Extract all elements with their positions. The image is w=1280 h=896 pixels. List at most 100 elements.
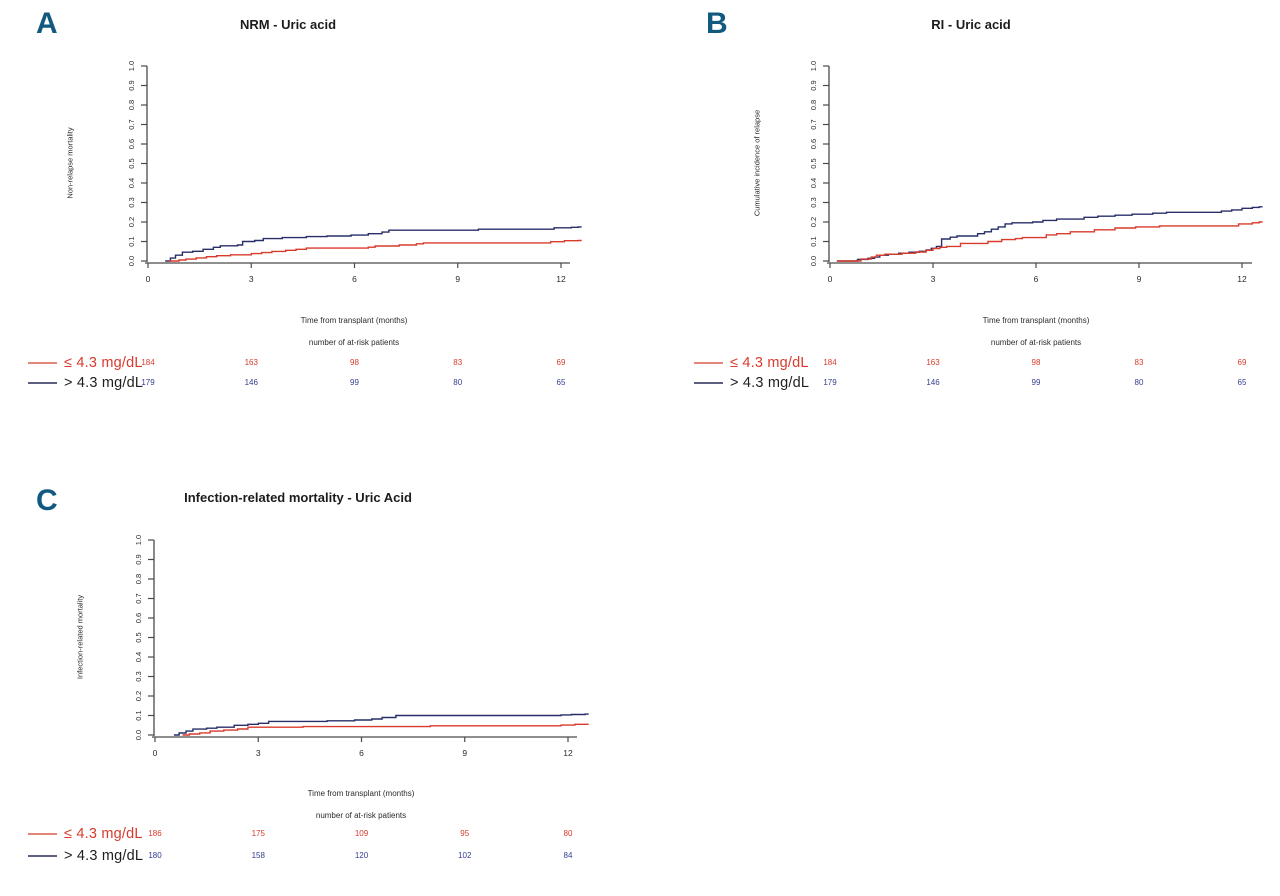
panel-a-plot: 0 3 6 9 12 0.0 0.1 0.2 0.3 0.4 0.5 0.6 0.7 0.8 0.9 1.0 [127,61,582,284]
panel-c-legend-low-group: ≤ 4.3 mg/dL [28,826,143,842]
at-risk-count: 184 [141,358,155,367]
at-risk-count: 99 [1031,378,1041,387]
y-tick-label: 0.4 [134,652,143,662]
at-risk-count: 80 [453,378,463,387]
y-tick-label: 0.0 [809,256,818,266]
panel-b-letter: B [706,7,728,40]
at-risk-count: 69 [556,358,566,367]
y-tick-label: 1.0 [809,61,818,71]
panel-b-y-axis-label: Cumulative incidence of relapse [752,109,762,217]
legend-line-red [28,362,57,364]
y-tick-label: 1.0 [134,535,143,545]
x-tick-label: 3 [931,274,936,284]
panel-b-at-risk-caption: number of at-risk patients [990,338,1082,347]
y-tick-label: 0.8 [134,574,143,584]
panel-a-at-risk-row-high: 179 146 99 80 65 [141,378,565,388]
x-tick-label: 9 [462,748,467,758]
at-risk-count: 158 [251,851,265,860]
panel-c-x-axis-label: Time from transplant (months) [307,789,415,798]
legend-label-high: > 4.3 mg/dL [64,375,144,391]
at-risk-count: 180 [148,851,162,860]
y-tick-label: 0.5 [134,632,143,642]
y-tick-label: 0.4 [809,178,818,188]
panel-c-y-axis-label: Infection-related mortality [75,594,85,680]
x-tick-label: 12 [563,748,573,758]
y-tick-label: 0.3 [134,671,143,681]
at-risk-count: 98 [350,358,359,367]
legend-label-low: ≤ 4.3 mg/dL [64,355,143,371]
at-risk-count: 186 [148,829,162,838]
at-risk-count: 120 [354,851,369,860]
panel-a-letter: A [36,7,58,40]
y-tick-label: 0.7 [809,119,818,129]
legend-line-red [28,833,57,835]
y-tick-label: 0.2 [134,691,143,701]
panel-b-at-risk-row-low: 184 163 98 83 69 [823,358,1246,368]
curve-high-uric [165,226,582,262]
legend-line-red [694,362,723,364]
panel-a-at-risk-row-low: 184 163 98 83 69 [141,358,565,368]
panel-a-legend-high-group: > 4.3 mg/dL [28,375,143,391]
legend-label-low: ≤ 4.3 mg/dL [730,355,809,371]
y-tick-label: 0.5 [127,158,136,168]
panel-b-legend-low-group: ≤ 4.3 mg/dL [694,355,809,371]
y-tick-label: 0.6 [809,139,818,149]
panel-a-x-axis-label: Time from transplant (months) [300,316,408,325]
curve-high-uric [173,713,589,736]
panel-b-title: RI - Uric acid [931,17,1011,32]
y-tick-label: 0.6 [134,613,143,623]
legend-label-high: > 4.3 mg/dL [64,848,144,864]
at-risk-count: 179 [141,378,155,387]
at-risk-count: 84 [563,851,573,860]
at-risk-count: 184 [823,358,837,367]
panel-c-plot: 0 3 6 9 12 0.0 0.1 0.2 0.3 0.4 0.5 0.6 0.7 0.8 0.9 1.0 [134,535,589,758]
at-risk-count: 80 [563,829,573,838]
y-tick-label: 0.1 [127,236,136,246]
panel-a-y-axis-label: Non-relapse mortality [65,127,75,199]
legend-line-navy [694,382,723,384]
panel-c-title: Infection-related mortality - Uric Acid [184,490,412,505]
panel-b-at-risk-row-high: 179 146 99 80 65 [823,378,1246,388]
at-risk-count: 95 [460,829,470,838]
curve-low-uric [168,239,582,262]
panel-b-x-axis-label: Time from transplant (months) [982,316,1090,325]
panel-b-legend-high-group: > 4.3 mg/dL [694,375,809,391]
y-tick-label: 0.6 [127,139,136,149]
at-risk-count: 80 [1134,378,1144,387]
legend-line-navy [28,855,57,857]
y-tick-label: 0.0 [127,256,136,266]
y-tick-label: 0.9 [134,554,143,564]
at-risk-count: 83 [1134,358,1144,367]
at-risk-count: 179 [823,378,837,387]
legend-label-high: > 4.3 mg/dL [730,375,810,391]
y-tick-label: 0.8 [809,100,818,110]
y-tick-label: 0.7 [134,593,143,603]
x-tick-label: 12 [556,274,566,284]
x-tick-label: 12 [1237,274,1247,284]
x-tick-label: 6 [359,748,364,758]
panel-a-at-risk-caption: number of at-risk patients [308,338,400,347]
x-tick-label: 0 [828,274,833,284]
at-risk-count: 98 [1031,358,1041,367]
panel-a-legend-low-group: ≤ 4.3 mg/dL [28,355,143,371]
at-risk-count: 69 [1237,358,1247,367]
panel-c-legend-high-group: > 4.3 mg/dL [28,848,143,864]
panel-c-at-risk-row-high: 180 158 120 102 84 [148,851,572,861]
y-tick-label: 0.8 [127,100,136,110]
panel-c-at-risk-row-low: 186 175 109 95 80 [148,829,572,839]
y-tick-label: 0.9 [809,80,818,90]
x-tick-label: 0 [146,274,151,284]
at-risk-count: 109 [354,829,369,838]
curve-low-uric [182,723,589,736]
at-risk-count: 65 [1237,378,1247,387]
legend-line-navy [28,382,57,384]
legend-label-low: ≤ 4.3 mg/dL [64,826,143,842]
y-tick-label: 0.5 [809,158,818,168]
x-tick-label: 3 [249,274,254,284]
x-tick-label: 9 [455,274,460,284]
at-risk-count: 65 [556,378,566,387]
at-risk-count: 146 [926,378,940,387]
y-tick-label: 0.7 [127,119,136,129]
x-tick-label: 6 [1034,274,1039,284]
x-tick-label: 9 [1137,274,1142,284]
